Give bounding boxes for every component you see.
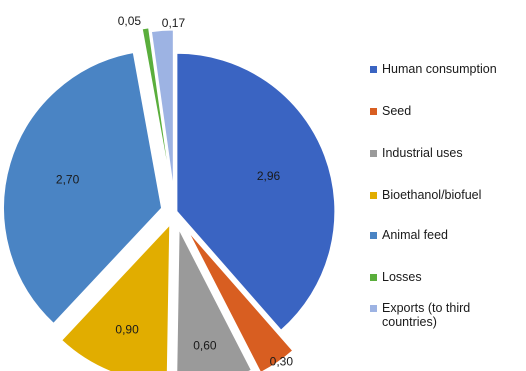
legend-label: Exports (to third countries) [382, 301, 471, 329]
legend-item-animal-feed: Animal feed [370, 228, 526, 242]
chart-legend: Human consumption Seed Industrial uses B… [370, 62, 526, 357]
data-label: 2,96 [257, 169, 281, 183]
legend-label: Seed [382, 104, 412, 118]
legend-label: Bioethanol/biofuel [382, 188, 482, 202]
pie-slice-industrial-uses [176, 229, 252, 371]
data-label: 0,30 [270, 355, 294, 369]
legend-label: Animal feed [382, 228, 449, 242]
legend-swatch [370, 232, 377, 239]
legend-swatch [370, 150, 377, 157]
data-label: 0,60 [193, 338, 217, 352]
data-label: 2,70 [56, 173, 80, 187]
legend-label: Human consumption [382, 62, 497, 76]
legend-swatch [370, 66, 377, 73]
data-label: 0,90 [115, 323, 139, 337]
pie-slice-losses [141, 27, 172, 185]
legend-item-losses: Losses [370, 270, 526, 284]
pie-slice-bioethanol-biofuel [61, 223, 171, 371]
legend-item-human-consumption: Human consumption [370, 62, 526, 76]
pie-slice-seed [188, 231, 294, 371]
legend-item-exports: Exports (to third countries) [370, 301, 526, 329]
legend-item-industrial-uses: Industrial uses [370, 146, 526, 160]
legend-swatch [370, 192, 377, 199]
pie-slice-human-consumption [176, 52, 336, 331]
legend-swatch [370, 274, 377, 281]
legend-item-bioethanol-biofuel: Bioethanol/biofuel [370, 188, 526, 202]
data-label: 0,17 [162, 16, 186, 30]
pie-slice-exports-to-third-countries [150, 29, 174, 189]
data-label: 0,05 [118, 14, 142, 28]
legend-swatch [370, 305, 377, 312]
legend-swatch [370, 108, 377, 115]
legend-item-seed: Seed [370, 104, 526, 118]
pie-slice-animal-feed [3, 52, 163, 325]
legend-label: Industrial uses [382, 146, 463, 160]
legend-label: Losses [382, 270, 422, 284]
